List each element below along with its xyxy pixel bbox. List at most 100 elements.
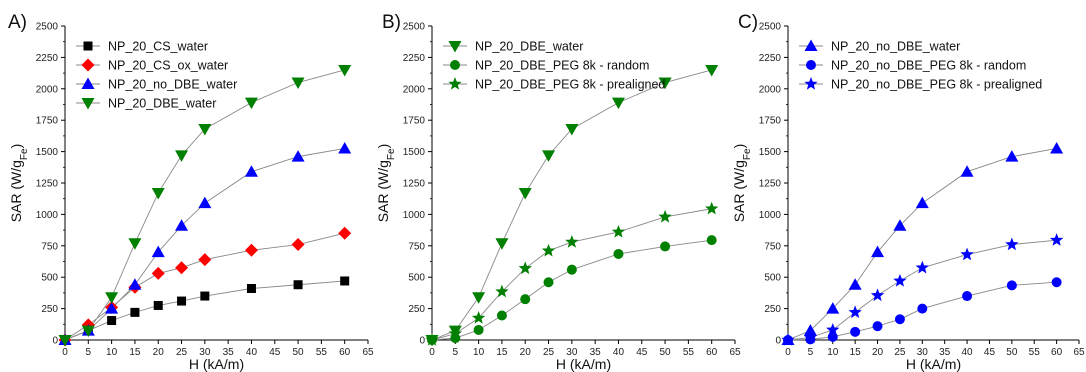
x-tick-label: 5 (453, 347, 459, 358)
legend-marker (450, 60, 460, 70)
x-tick-label: 35 (939, 347, 951, 358)
data-point (472, 292, 486, 304)
legend-marker (81, 77, 95, 89)
y-tick-label: 1750 (36, 116, 59, 127)
y-tick-label: 500 (41, 273, 58, 284)
legend-label: NP_20_DBE_PEG 8k - random (475, 59, 649, 73)
data-point (338, 226, 352, 240)
y-tick-label: 750 (41, 241, 58, 252)
data-point (107, 316, 117, 326)
chart-panel-3: C)02505007501000125015001750200022502500… (731, 12, 1085, 372)
data-point (495, 238, 509, 250)
data-point (473, 324, 484, 335)
data-point (200, 291, 210, 301)
legend-label: NP_20_CS_water (108, 40, 208, 54)
data-point (130, 307, 140, 317)
series-line (64, 69, 345, 341)
data-point (826, 302, 840, 314)
x-tick-label: 15 (496, 347, 508, 358)
legend-label: NP_20_DBE_water (108, 97, 216, 111)
data-point (81, 325, 95, 338)
data-point (128, 238, 142, 250)
chart-panel-1: A)02505007501000125015001750200022502500… (8, 12, 374, 372)
y-tick-label: 500 (764, 273, 781, 284)
x-tick-label: 25 (176, 347, 188, 358)
data-point (293, 280, 303, 290)
data-point (151, 266, 165, 280)
x-tick-label: 25 (894, 347, 906, 358)
legend-marker (448, 41, 462, 53)
x-tick-label: 50 (293, 347, 305, 358)
x-tick-label: 5 (808, 347, 814, 358)
data-point (658, 77, 672, 90)
data-point (803, 330, 818, 344)
data-point (872, 321, 883, 332)
y-tick-label: 2250 (403, 53, 426, 64)
data-point (448, 326, 462, 340)
y-axis-title: SAR (W/gFe) (8, 144, 30, 223)
data-point (893, 273, 907, 287)
x-tick-label: 40 (613, 347, 625, 358)
x-tick-label: 45 (984, 347, 996, 358)
data-point (962, 291, 973, 302)
data-point (611, 224, 626, 238)
data-point (175, 150, 189, 162)
legend-label: NP_20_DBE_water (475, 40, 583, 54)
panel-letter: B) (382, 12, 401, 33)
data-point (244, 97, 258, 110)
series-line (787, 239, 1057, 341)
y-tick-label: 2500 (759, 22, 782, 33)
data-point (915, 260, 929, 274)
y-tick-label: 1500 (759, 147, 782, 158)
x-tick-label: 60 (706, 347, 718, 358)
data-point (660, 241, 671, 252)
legend-label: NP_20_no_DBE_PEG 8k - random (831, 59, 1026, 73)
y-tick-label: 1000 (36, 210, 59, 221)
y-axis-title-close: ) (731, 144, 747, 149)
x-tick-label: 30 (199, 347, 211, 358)
series-line (431, 69, 712, 341)
data-point (542, 150, 556, 162)
legend-label: NP_20_CS_ox_water (108, 59, 228, 73)
data-point (1051, 277, 1062, 288)
data-point (198, 253, 212, 267)
data-point (894, 314, 905, 325)
y-tick-label: 1500 (403, 147, 426, 158)
y-tick-label: 250 (764, 304, 781, 315)
data-point (291, 238, 305, 252)
x-tick-label: 40 (246, 347, 258, 358)
data-point (340, 276, 350, 286)
data-point (565, 235, 579, 248)
chart-panel-2: B)02505007501000125015001750200022502500… (375, 12, 741, 372)
y-tick-label: 2250 (759, 53, 782, 64)
data-point (781, 333, 795, 346)
data-point (893, 219, 907, 231)
legend-marker (806, 60, 816, 70)
data-point (177, 296, 187, 306)
x-tick-label: 65 (362, 347, 374, 358)
y-tick-label: 0 (419, 336, 425, 347)
x-tick-label: 0 (785, 347, 791, 358)
data-point (871, 245, 885, 258)
x-tick-label: 10 (106, 347, 118, 358)
data-point (1005, 237, 1019, 251)
data-point (153, 300, 163, 310)
legend-marker (804, 77, 818, 90)
x-axis-title: H (kA/m) (189, 356, 244, 372)
data-point (175, 219, 189, 231)
legend-label: NP_20_DBE_PEG 8k - prealigned (475, 78, 665, 92)
x-tick-label: 60 (1051, 347, 1063, 358)
y-axis-title-close: ) (375, 144, 391, 149)
data-point (496, 310, 507, 321)
y-axis-title-subscript: Fe (19, 148, 30, 160)
x-tick-label: 0 (62, 347, 68, 358)
data-point (611, 97, 625, 110)
y-tick-label: 1750 (403, 116, 426, 127)
x-tick-label: 30 (566, 347, 578, 358)
y-tick-label: 1000 (403, 210, 426, 221)
legend-marker (81, 58, 95, 72)
y-tick-label: 2000 (36, 84, 59, 95)
data-point (175, 261, 189, 275)
x-tick-label: 40 (962, 347, 974, 358)
